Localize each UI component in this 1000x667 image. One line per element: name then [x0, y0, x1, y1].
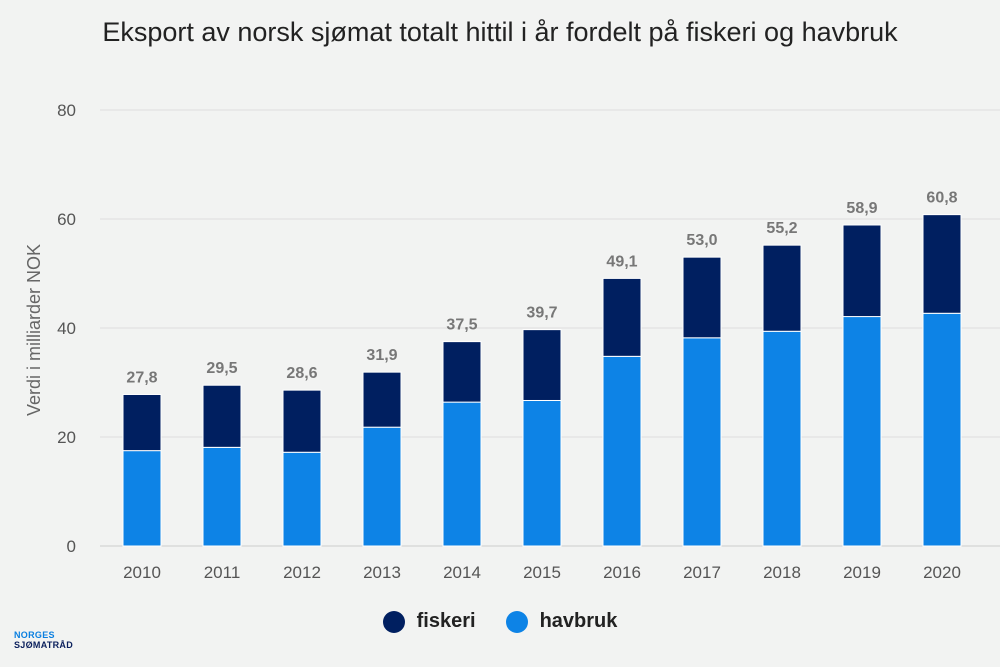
bar-havbruk-2019[interactable]: [842, 316, 882, 547]
bar-havbruk-2015[interactable]: [522, 399, 562, 547]
total-label-2019: 58,9: [846, 200, 877, 217]
bar-fiskeri-2014[interactable]: [442, 341, 482, 403]
total-label-2020: 60,8: [926, 190, 957, 207]
x-tick-label-2010: 2010: [123, 563, 161, 582]
bar-fiskeri-2011[interactable]: [202, 384, 242, 448]
x-tick-label-2013: 2013: [363, 563, 401, 582]
x-tick-label-2016: 2016: [603, 563, 641, 582]
legend: fiskeri havbruk: [0, 610, 1000, 633]
x-tick-label-2018: 2018: [763, 563, 801, 582]
x-tick-label-2012: 2012: [283, 563, 321, 582]
bar-havbruk-2016[interactable]: [602, 355, 642, 547]
bar-fiskeri-2020[interactable]: [922, 214, 962, 314]
total-label-2011: 29,5: [206, 360, 237, 377]
legend-item-havbruk[interactable]: havbruk: [505, 610, 618, 633]
y-axis-ticks: 0 20 40 60 80: [57, 101, 76, 556]
total-label-2018: 55,2: [766, 220, 797, 237]
total-label-2016: 49,1: [606, 253, 637, 270]
legend-label-fiskeri: fiskeri: [416, 610, 476, 632]
x-tick-label-2019: 2019: [843, 563, 881, 582]
norges-sjomatrad-logo: NORGES SJØMATRÅD: [14, 630, 73, 650]
y-tick-label: 40: [57, 319, 76, 338]
bar-fiskeri-2016[interactable]: [602, 277, 642, 357]
total-label-2010: 27,8: [126, 369, 157, 386]
y-tick-label: 60: [57, 210, 76, 229]
total-label-2012: 28,6: [286, 365, 317, 382]
bar-havbruk-2014[interactable]: [442, 401, 482, 547]
bars: [122, 214, 962, 547]
x-tick-label-2014: 2014: [443, 563, 481, 582]
bar-havbruk-2018[interactable]: [762, 330, 802, 547]
bar-fiskeri-2013[interactable]: [362, 371, 402, 428]
chart-title: Eksport av norsk sjømat totalt hittil i …: [102, 17, 898, 47]
bar-havbruk-2011[interactable]: [202, 446, 242, 547]
total-label-2015: 39,7: [526, 305, 557, 322]
x-axis-ticks: 2010 2011 2012 2013 2014 2015 2016 2017 2018 2019…: [123, 563, 961, 582]
total-label-2017: 53,0: [686, 232, 717, 249]
x-tick-label-2017: 2017: [683, 563, 721, 582]
x-tick-label-2015: 2015: [523, 563, 561, 582]
bar-havbruk-2017[interactable]: [682, 337, 722, 547]
x-tick-label-2020: 2020: [923, 563, 961, 582]
bar-fiskeri-2015[interactable]: [522, 329, 562, 401]
y-tick-label: 0: [67, 537, 76, 556]
bar-fiskeri-2018[interactable]: [762, 244, 802, 332]
bar-havbruk-2020[interactable]: [922, 312, 962, 547]
x-tick-label-2011: 2011: [204, 563, 241, 582]
legend-swatch-fiskeri: [382, 610, 405, 633]
legend-label-havbruk: havbruk: [539, 610, 618, 632]
bar-havbruk-2010[interactable]: [122, 450, 162, 547]
legend-item-fiskeri[interactable]: fiskeri: [382, 610, 476, 633]
bar-fiskeri-2012[interactable]: [282, 389, 322, 453]
y-tick-label: 20: [57, 428, 76, 447]
bar-fiskeri-2010[interactable]: [122, 393, 162, 452]
bar-havbruk-2012[interactable]: [282, 451, 322, 547]
bar-fiskeri-2017[interactable]: [682, 256, 722, 339]
y-axis-label: Verdi i milliarder NOK: [24, 244, 44, 416]
logo-line2: SJØMATRÅD: [14, 640, 74, 650]
bar-fiskeri-2019[interactable]: [842, 224, 882, 318]
data-labels: 27,8 29,5 28,6 31,9 37,5 39,7 49,1 53,0 55,2 58,9…: [126, 190, 957, 387]
y-tick-label: 80: [57, 101, 76, 120]
total-label-2014: 37,5: [446, 317, 477, 334]
bar-havbruk-2013[interactable]: [362, 426, 402, 547]
legend-swatch-havbruk: [505, 610, 528, 633]
logo-line1: NORGES: [14, 630, 55, 640]
total-label-2013: 31,9: [366, 347, 397, 364]
